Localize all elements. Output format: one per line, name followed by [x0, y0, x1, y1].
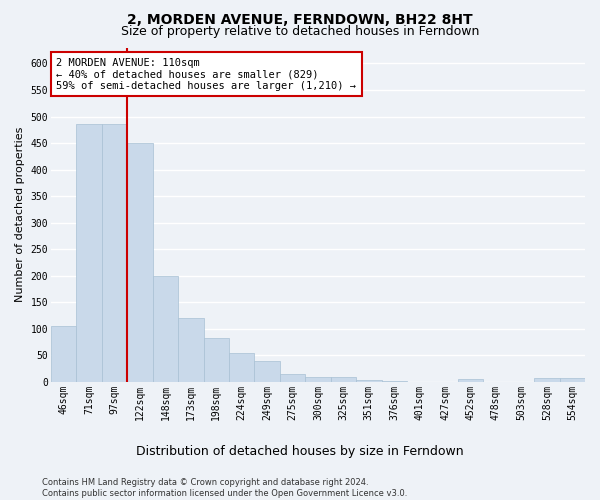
Bar [305, 376, 331, 382]
Bar [203, 338, 229, 382]
Bar [127, 143, 152, 382]
Text: 2 MORDEN AVENUE: 110sqm
← 40% of detached houses are smaller (829)
59% of semi-d: 2 MORDEN AVENUE: 110sqm ← 40% of detache… [56, 58, 356, 90]
Bar [229, 353, 254, 382]
Y-axis label: Number of detached properties: Number of detached properties [15, 127, 25, 302]
Bar [178, 318, 203, 382]
Bar [76, 124, 102, 382]
Bar [102, 124, 127, 382]
Text: Contains HM Land Registry data © Crown copyright and database right 2024.
Contai: Contains HM Land Registry data © Crown c… [42, 478, 407, 498]
Bar [356, 380, 382, 382]
Bar [280, 374, 305, 382]
Bar [254, 360, 280, 382]
Bar [152, 276, 178, 382]
Bar [534, 378, 560, 382]
Bar [458, 380, 483, 382]
Bar [51, 326, 76, 382]
Text: Size of property relative to detached houses in Ferndown: Size of property relative to detached ho… [121, 25, 479, 38]
Text: 2, MORDEN AVENUE, FERNDOWN, BH22 8HT: 2, MORDEN AVENUE, FERNDOWN, BH22 8HT [127, 12, 473, 26]
Bar [560, 378, 585, 382]
Bar [331, 376, 356, 382]
Text: Distribution of detached houses by size in Ferndown: Distribution of detached houses by size … [136, 444, 464, 458]
